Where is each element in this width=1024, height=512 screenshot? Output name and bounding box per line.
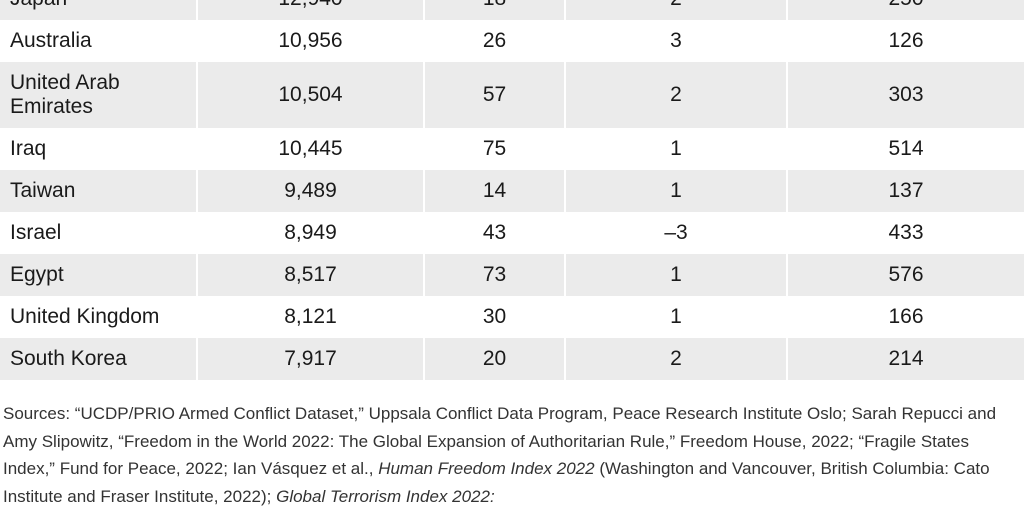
country-cell: Israel — [0, 212, 198, 254]
sources-text-part1: Sources: “UCDP/PRIO Armed Conflict Datas… — [3, 404, 997, 478]
table-row: Iraq 10,445 75 1 514 — [0, 128, 1024, 170]
table-row: Egypt 8,517 73 1 576 — [0, 254, 1024, 296]
value-cell-2: 75 — [424, 128, 566, 170]
value-cell-3: 3 — [565, 20, 788, 62]
value-cell-3: 1 — [565, 254, 788, 296]
table-body: Japan12,940182250Australia10,956263126Un… — [0, 0, 1024, 380]
table-row: Australia 10,956 26 3 126 — [0, 20, 1024, 62]
country-data-table: Japan12,940182250Australia10,956263126Un… — [0, 0, 1024, 380]
value-cell-4: 303 — [787, 62, 1024, 128]
country-cell: Iraq — [0, 128, 198, 170]
value-cell-1: 8,517 — [197, 254, 425, 296]
value-cell-2: 57 — [424, 62, 566, 128]
value-cell-2: 43 — [424, 212, 566, 254]
value-cell-1: 10,445 — [197, 128, 425, 170]
table-row: South Korea 7,917 20 2 214 — [0, 338, 1024, 380]
country-cell: South Korea — [0, 338, 198, 380]
value-cell-1: 10,504 — [197, 62, 425, 128]
value-cell-4: 250 — [787, 0, 1024, 20]
sources-text-part2: (Washington and Vancouver, British Colum… — [3, 459, 990, 506]
value-cell-3: 2 — [565, 338, 788, 380]
country-cell: Japan — [0, 0, 198, 20]
value-cell-3: 1 — [565, 128, 788, 170]
sources-note: Sources: “UCDP/PRIO Armed Conflict Datas… — [3, 400, 1024, 510]
value-cell-1: 8,949 — [197, 212, 425, 254]
table-row: Israel 8,949 43 –3 433 — [0, 212, 1024, 254]
value-cell-2: 26 — [424, 20, 566, 62]
table-row: United Arab Emirates 10,504 57 2 303 — [0, 62, 1024, 128]
value-cell-3: 1 — [565, 170, 788, 212]
country-cell: United Kingdom — [0, 296, 198, 338]
value-cell-3: 2 — [565, 62, 788, 128]
country-cell: United Arab Emirates — [0, 62, 198, 128]
value-cell-2: 20 — [424, 338, 566, 380]
table-row: United Kingdom 8,121 30 1 166 — [0, 296, 1024, 338]
country-cell: Taiwan — [0, 170, 198, 212]
value-cell-4: 514 — [888, 137, 924, 160]
value-cell-4: 433 — [888, 221, 924, 244]
value-cell-2: 18 — [424, 0, 566, 20]
value-cell-1: 12,940 — [197, 0, 425, 20]
sources-title-human-freedom-index: Human Freedom Index 2022 — [378, 459, 595, 478]
value-cell-3: 1 — [565, 296, 788, 338]
country-cell: Egypt — [0, 254, 198, 296]
value-cell-4: 576 — [787, 254, 1024, 296]
value-cell-4: 214 — [787, 338, 1024, 380]
value-cell-3: 2 — [565, 0, 788, 20]
value-cell-3: –3 — [565, 212, 788, 254]
value-cell-1: 9,489 — [197, 170, 425, 212]
table-row: Taiwan 9,489 14 1 137 — [0, 170, 1024, 212]
value-cell-1: 8,121 — [197, 296, 425, 338]
value-cell-1: 10,956 — [197, 20, 425, 62]
table-row: Japan12,940182250 — [0, 0, 1024, 20]
value-cell-2: 73 — [424, 254, 566, 296]
value-cell-2: 14 — [424, 170, 566, 212]
value-cell-1: 7,917 — [197, 338, 425, 380]
value-cell-4: 126 — [888, 29, 924, 52]
value-cell-4: 166 — [888, 305, 924, 328]
data-table-container: Japan12,940182250Australia10,956263126Un… — [0, 0, 1024, 380]
country-cell: Australia — [0, 20, 198, 62]
value-cell-4: 137 — [787, 170, 1024, 212]
sources-title-global-terrorism-index: Global Terrorism Index 2022: — [276, 486, 495, 506]
value-cell-2: 30 — [424, 296, 566, 338]
